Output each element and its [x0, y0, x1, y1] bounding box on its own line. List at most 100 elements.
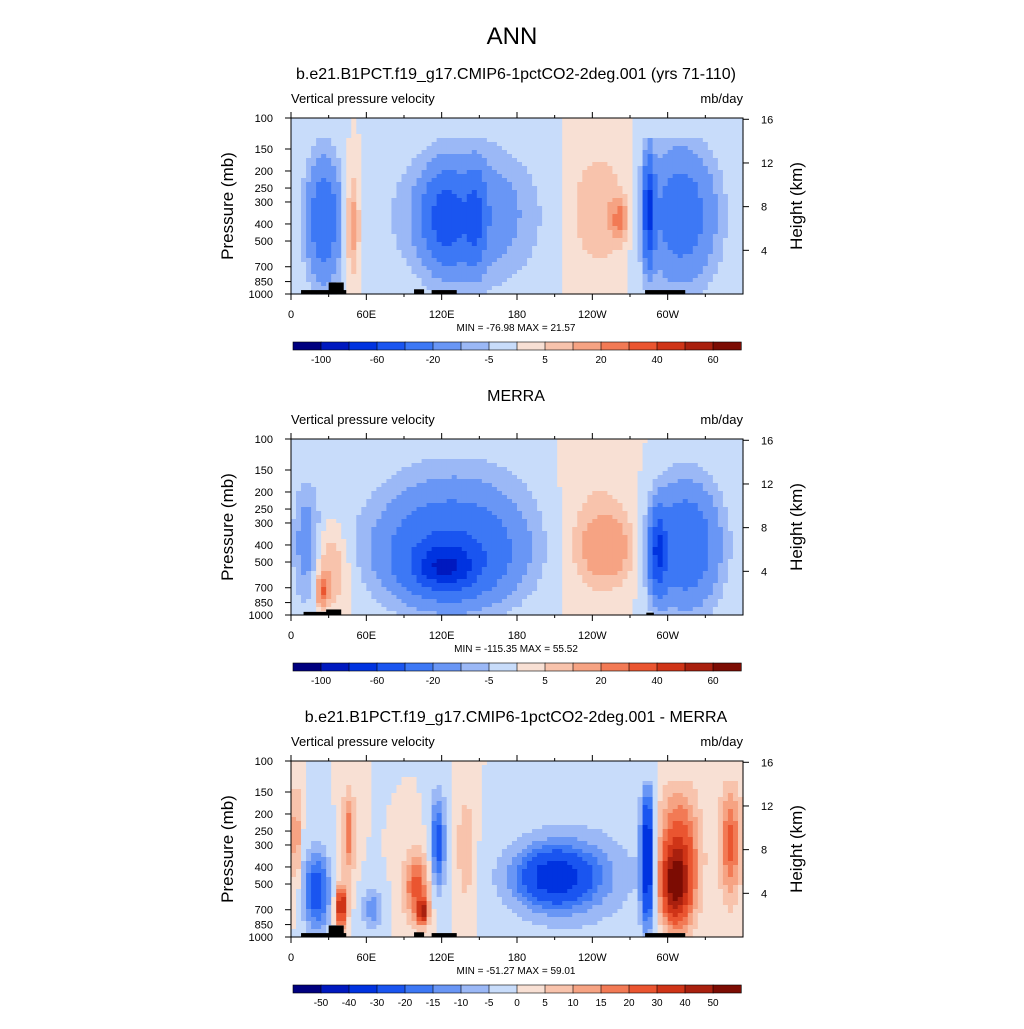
- field-cell: [698, 230, 704, 235]
- field-cell: [437, 230, 443, 235]
- field-cell: [301, 142, 307, 147]
- field-cell: [482, 278, 488, 283]
- field-cell: [678, 467, 684, 472]
- field-cell: [492, 150, 498, 155]
- field-cell: [663, 459, 669, 464]
- field-cell: [648, 182, 654, 187]
- field-cell: [572, 246, 578, 251]
- field-cell: [407, 202, 413, 207]
- field-cell: [447, 210, 453, 215]
- field-cell: [517, 206, 523, 211]
- field-cell: [316, 154, 322, 159]
- field-cell: [658, 254, 664, 259]
- field-cell: [577, 471, 583, 476]
- field-cell: [658, 190, 664, 195]
- field-cell: [336, 218, 342, 223]
- field-cell: [381, 222, 387, 227]
- field-cell: [386, 258, 392, 263]
- field-cell: [587, 451, 593, 456]
- field-cell: [311, 190, 317, 195]
- field-cell: [617, 166, 623, 171]
- field-cell: [497, 166, 503, 171]
- field-cell: [472, 270, 478, 275]
- field-cell: [376, 130, 382, 135]
- field-cell: [452, 467, 458, 472]
- field-cell: [462, 138, 468, 143]
- field-cell: [602, 158, 608, 163]
- field-cell: [346, 122, 352, 127]
- field-cell: [341, 214, 347, 219]
- field-cell: [321, 266, 327, 271]
- field-cell: [547, 202, 553, 207]
- field-cell: [467, 234, 473, 239]
- field-cell: [512, 206, 518, 211]
- field-cell: [507, 218, 513, 223]
- field-cell: [517, 138, 523, 143]
- field-cell: [482, 222, 488, 227]
- field-cell: [487, 475, 493, 480]
- field-cell: [708, 210, 714, 215]
- field-cell: [401, 262, 407, 267]
- field-cell: [361, 254, 367, 259]
- field-cell: [417, 246, 423, 251]
- field-cell: [512, 130, 518, 135]
- field-cell: [693, 194, 699, 199]
- field-cell: [477, 162, 483, 167]
- field-cell: [346, 186, 352, 191]
- field-cell: [643, 238, 649, 243]
- field-cell: [407, 186, 413, 191]
- field-cell: [497, 451, 503, 456]
- field-cell: [532, 274, 538, 279]
- field-cell: [492, 266, 498, 271]
- field-cell: [693, 218, 699, 223]
- field-cell: [477, 254, 483, 259]
- field-cell: [547, 262, 553, 267]
- field-cell: [547, 134, 553, 139]
- field-cell: [713, 158, 719, 163]
- field-cell: [653, 174, 659, 179]
- field-cell: [386, 206, 392, 211]
- field-cell: [396, 439, 402, 444]
- field-cell: [422, 142, 428, 147]
- field-cell: [361, 479, 367, 484]
- field-cell: [708, 467, 714, 472]
- field-cell: [331, 230, 337, 235]
- field-cell: [512, 122, 518, 127]
- field-cell: [467, 174, 473, 179]
- field-cell: [356, 459, 362, 464]
- field-cell: [728, 258, 734, 263]
- field-cell: [572, 146, 578, 151]
- field-cell: [547, 210, 553, 215]
- field-cell: [376, 210, 382, 215]
- field-cell: [678, 166, 684, 171]
- field-cell: [477, 258, 483, 263]
- field-cell: [547, 459, 553, 464]
- field-cell: [346, 234, 352, 239]
- field-cell: [612, 182, 618, 187]
- field-cell: [331, 170, 337, 175]
- field-cell: [336, 210, 342, 215]
- field-cell: [442, 467, 448, 472]
- field-cell: [592, 118, 598, 123]
- field-cell: [507, 182, 513, 187]
- field-cell: [622, 238, 628, 243]
- field-cell: [502, 118, 508, 123]
- field-cell: [592, 222, 598, 227]
- field-cell: [552, 146, 558, 151]
- field-cell: [467, 459, 473, 464]
- field-cell: [417, 218, 423, 223]
- field-cell: [612, 146, 618, 151]
- field-cell: [617, 142, 623, 147]
- field-cell: [457, 270, 463, 275]
- field-cell: [552, 218, 558, 223]
- field-cell: [552, 198, 558, 203]
- field-cell: [532, 258, 538, 263]
- field-cell: [502, 242, 508, 247]
- field-cell: [437, 262, 443, 267]
- field-cell: [643, 170, 649, 175]
- field-cell: [311, 218, 317, 223]
- field-cell: [336, 146, 342, 151]
- field-cell: [366, 463, 372, 468]
- field-cell: [391, 467, 397, 472]
- field-cell: [713, 182, 719, 187]
